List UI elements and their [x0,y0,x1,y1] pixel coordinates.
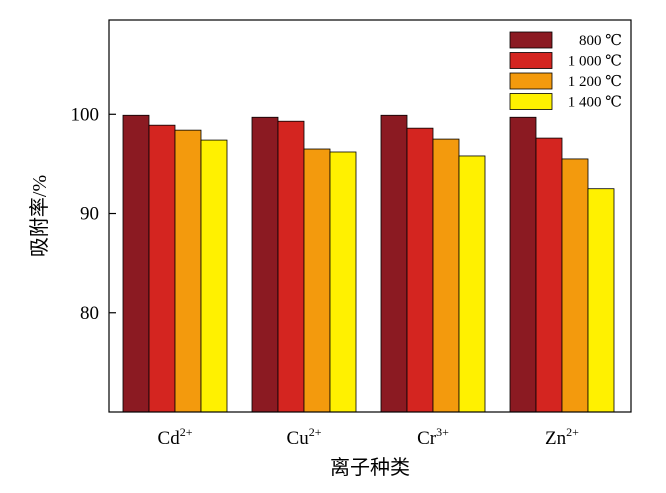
category-label: Cr3+ [417,425,449,449]
legend-label: 1 400 ℃ [568,95,622,111]
ticks-layer: 80 90 100 [71,104,116,324]
y-tick-label: 90 [80,204,99,225]
bars-layer [122,114,615,413]
y-tick-label: 80 [80,303,99,324]
category-labels: Cd2+ Cu2+ Cr3+ Zn2+ [158,425,580,449]
legend-swatch [509,93,553,110]
legend-label: 1 000 ℃ [568,54,622,70]
bar [277,120,305,413]
category-label: Zn2+ [545,425,579,449]
bar [458,155,486,413]
bar [122,114,150,413]
y-tick-label: 100 [71,104,100,125]
bar [251,116,279,413]
bar [406,127,434,413]
bar [200,139,228,413]
legend-swatch [509,31,553,49]
bar [303,148,331,413]
legend-label: 800 ℃ [579,33,622,49]
legend-swatch [509,52,553,69]
y-axis-title: 吸附率/% [28,175,51,257]
x-axis-title: 离子种类 [330,456,410,479]
legend: 800 ℃ 1 000 ℃ 1 200 ℃ 1 400 ℃ [509,31,622,111]
bar [561,158,589,413]
bar [329,151,357,413]
legend-swatch [509,72,553,90]
bar [380,114,408,413]
bar [174,129,202,413]
category-label: Cu2+ [287,425,322,449]
category-label: Cd2+ [158,425,193,449]
bar [535,137,563,413]
bar [509,116,537,413]
bar [587,188,615,413]
bar [432,138,460,413]
bar [148,124,176,413]
plot-frame [108,19,632,413]
legend-label: 1 200 ℃ [568,74,622,90]
